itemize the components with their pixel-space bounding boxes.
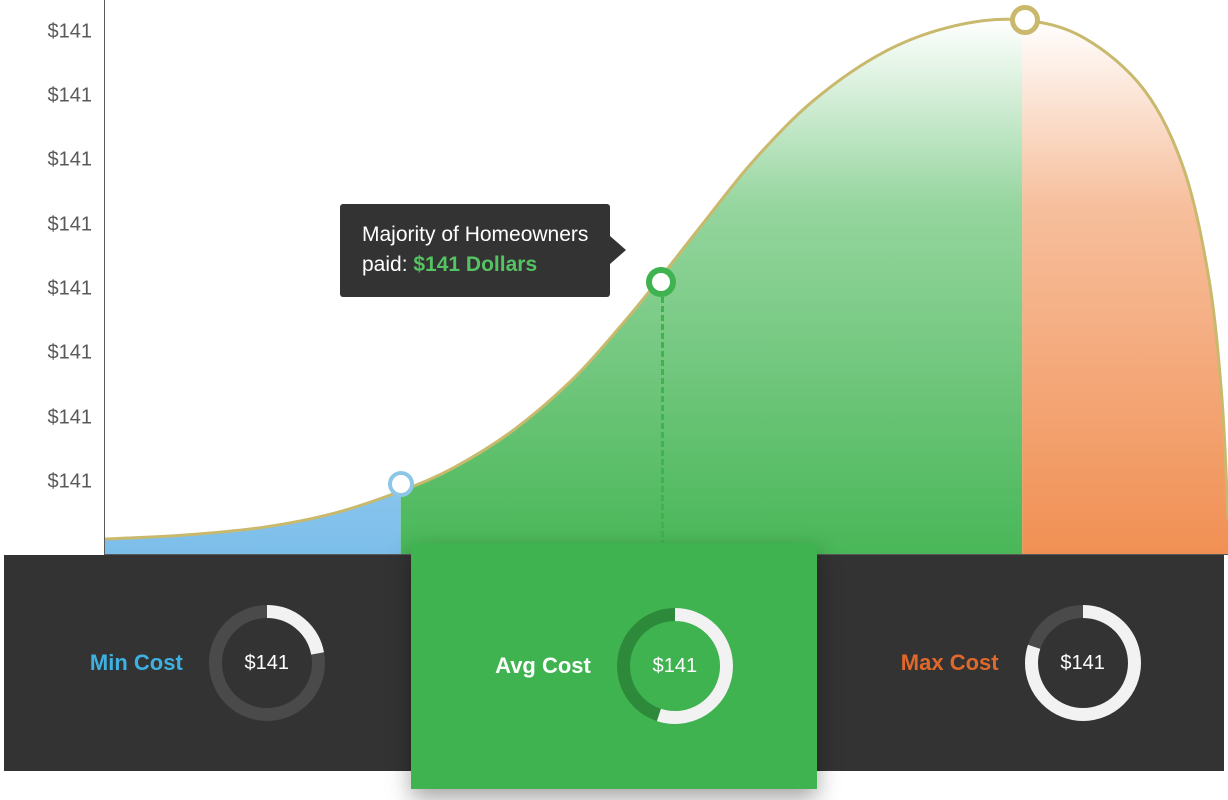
plot-area	[104, 0, 1228, 555]
avg-cost-value: $141	[617, 608, 733, 724]
y-axis: $141 $141 $141 $141 $141 $141 $141 $141	[0, 0, 104, 555]
y-tick-label: $141	[0, 407, 92, 430]
min-marker	[388, 471, 414, 497]
cost-summary-cards: Min Cost $141 Avg Cost $141 Max Cost $141	[4, 555, 1224, 771]
max-donut: $141	[1025, 605, 1141, 721]
max-cost-label: Max Cost	[901, 650, 999, 676]
max-marker	[1010, 5, 1040, 35]
min-cost-card: Min Cost $141	[4, 555, 411, 771]
avg-donut: $141	[617, 608, 733, 724]
y-tick-label: $141	[0, 342, 92, 365]
tooltip-prefix: paid:	[362, 253, 413, 276]
y-tick-label: $141	[0, 85, 92, 108]
y-tick-label: $141	[0, 21, 92, 44]
max-cost-card: Max Cost $141	[817, 555, 1224, 771]
y-tick-label: $141	[0, 149, 92, 172]
avg-tooltip: Majority of Homeowners paid: $141 Dollar…	[340, 204, 610, 297]
min-cost-value: $141	[209, 605, 325, 721]
tooltip-arrow-icon	[610, 236, 626, 264]
y-tick-label: $141	[0, 471, 92, 494]
y-tick-label: $141	[0, 214, 92, 237]
cost-chart: $141 $141 $141 $141 $141 $141 $141 $141	[0, 0, 1228, 800]
y-tick-label: $141	[0, 278, 92, 301]
tooltip-line1: Majority of Homeowners	[362, 220, 588, 250]
min-cost-label: Min Cost	[90, 650, 183, 676]
min-donut: $141	[209, 605, 325, 721]
avg-marker	[646, 267, 676, 297]
max-cost-value: $141	[1025, 605, 1141, 721]
avg-cost-card: Avg Cost $141	[411, 543, 818, 789]
avg-cost-label: Avg Cost	[495, 653, 591, 679]
avg-reference-line	[661, 297, 664, 555]
tooltip-value: $141 Dollars	[413, 253, 537, 276]
